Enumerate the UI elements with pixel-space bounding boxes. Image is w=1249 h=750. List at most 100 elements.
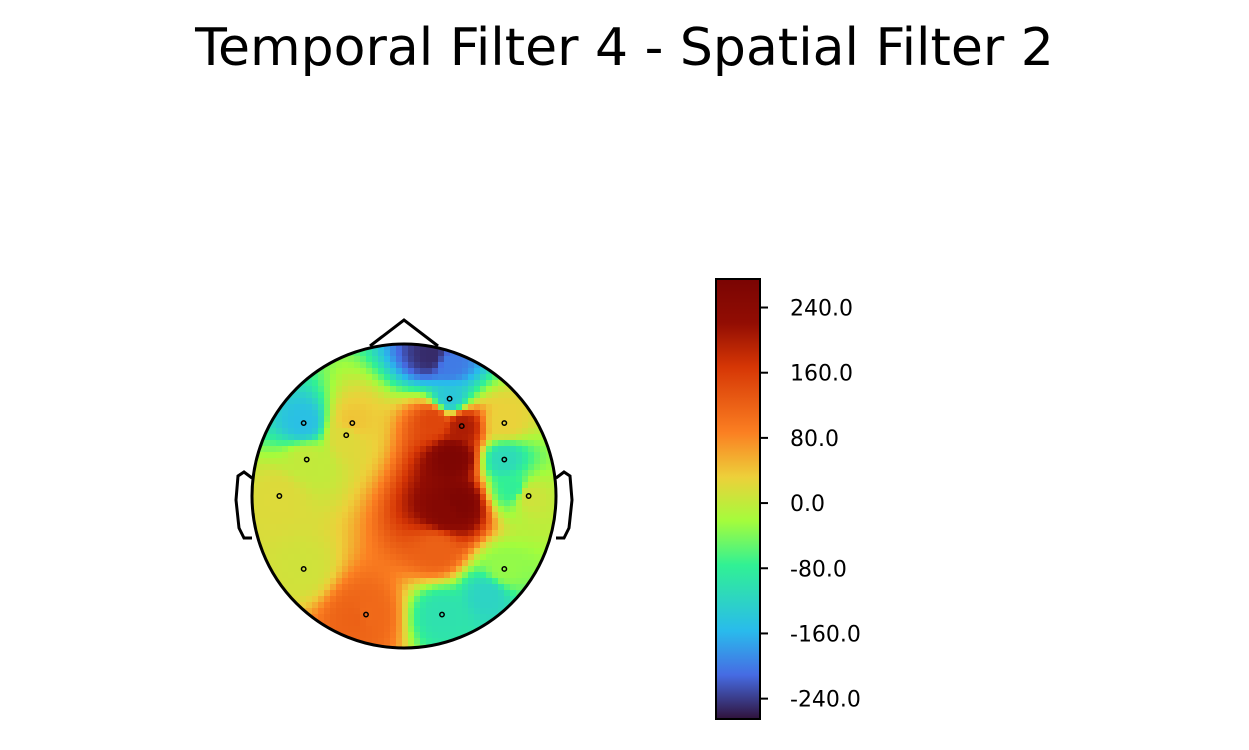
heatmap-cell xyxy=(450,560,457,567)
heatmap-cell xyxy=(402,518,409,525)
heatmap-cell xyxy=(450,512,457,519)
heatmap-cell xyxy=(420,500,427,507)
heatmap-cell xyxy=(522,566,529,573)
heatmap-cell xyxy=(510,608,517,615)
heatmap-cell xyxy=(480,398,487,405)
heatmap-cell xyxy=(408,554,415,561)
heatmap-cell xyxy=(384,566,391,573)
heatmap-cell xyxy=(384,380,391,387)
heatmap-cell xyxy=(360,590,367,597)
heatmap-cell xyxy=(450,416,457,423)
heatmap-cell xyxy=(468,602,475,609)
heatmap-cell xyxy=(282,536,289,543)
heatmap-cell xyxy=(360,440,367,447)
heatmap-cell xyxy=(444,422,451,429)
heatmap-cell xyxy=(276,482,283,489)
heatmap-cell xyxy=(288,440,295,447)
heatmap-cell xyxy=(510,482,517,489)
heatmap-cell xyxy=(330,566,337,573)
heatmap-cell xyxy=(306,458,313,465)
heatmap-cell xyxy=(336,554,343,561)
heatmap-cell xyxy=(354,590,361,597)
heatmap-cell xyxy=(360,380,367,387)
heatmap-cell xyxy=(264,440,271,447)
heatmap-cell xyxy=(396,638,403,645)
heatmap-cell xyxy=(432,536,439,543)
heatmap-cell xyxy=(348,470,355,477)
heatmap-cell xyxy=(408,596,415,603)
heatmap-cell xyxy=(480,518,487,525)
heatmap-cell xyxy=(318,410,325,417)
heatmap-cell xyxy=(348,584,355,591)
heatmap-cell xyxy=(366,632,373,639)
heatmap-cell xyxy=(366,476,373,483)
heatmap-cell xyxy=(318,464,325,471)
heatmap-cell xyxy=(408,584,415,591)
heatmap-cell xyxy=(336,530,343,537)
heatmap-cell xyxy=(264,458,271,465)
heatmap-cell xyxy=(438,500,445,507)
heatmap-cell xyxy=(390,494,397,501)
heatmap-cell xyxy=(270,536,277,543)
heatmap-cell xyxy=(306,530,313,537)
heatmap-cell xyxy=(480,470,487,477)
heatmap-cell xyxy=(282,488,289,495)
heatmap-cell xyxy=(348,596,355,603)
heatmap-cell xyxy=(504,614,511,621)
heatmap-cell xyxy=(282,554,289,561)
heatmap-cell xyxy=(468,530,475,537)
heatmap-cell xyxy=(342,602,349,609)
heatmap-cell xyxy=(384,488,391,495)
heatmap-cell xyxy=(510,524,517,531)
heatmap-cell xyxy=(462,488,469,495)
heatmap-cell xyxy=(342,362,349,369)
heatmap-cell xyxy=(444,596,451,603)
heatmap-cell xyxy=(414,560,421,567)
heatmap-cell xyxy=(408,488,415,495)
heatmap-cell xyxy=(546,560,553,567)
heatmap-cell xyxy=(294,434,301,441)
heatmap-cell xyxy=(354,380,361,387)
heatmap-cell xyxy=(366,536,373,543)
heatmap-cell xyxy=(264,578,271,585)
heatmap-cell xyxy=(528,512,535,519)
heatmap-cell xyxy=(372,548,379,555)
heatmap-cell xyxy=(384,416,391,423)
heatmap-cell xyxy=(432,614,439,621)
heatmap-cell xyxy=(306,422,313,429)
heatmap-cell xyxy=(270,476,277,483)
heatmap-cell xyxy=(510,446,517,453)
heatmap-cell xyxy=(282,512,289,519)
heatmap-cell xyxy=(384,530,391,537)
heatmap-cell xyxy=(444,452,451,459)
heatmap-cell xyxy=(330,380,337,387)
heatmap-cell xyxy=(474,458,481,465)
heatmap-cell xyxy=(396,470,403,477)
heatmap-cell xyxy=(312,512,319,519)
heatmap-cell xyxy=(414,434,421,441)
heatmap-cell xyxy=(264,488,271,495)
heatmap-cell xyxy=(450,518,457,525)
heatmap-cell xyxy=(552,554,556,561)
heatmap-cell xyxy=(534,434,541,441)
heatmap-cell xyxy=(498,482,505,489)
heatmap-cell xyxy=(336,362,343,369)
heatmap-cell xyxy=(486,584,493,591)
heatmap-cell xyxy=(504,422,511,429)
heatmap-cell xyxy=(414,374,421,381)
heatmap-cell xyxy=(336,476,343,483)
heatmap-cell xyxy=(498,464,505,471)
heatmap-cell xyxy=(402,380,409,387)
heatmap-cell xyxy=(300,482,307,489)
heatmap-cell xyxy=(414,356,421,363)
heatmap-cell xyxy=(378,536,385,543)
heatmap-cell xyxy=(492,566,499,573)
heatmap-cell xyxy=(426,380,433,387)
heatmap-cell xyxy=(438,536,445,543)
heatmap-cell xyxy=(360,374,367,381)
heatmap-cell xyxy=(432,530,439,537)
heatmap-cell xyxy=(486,494,493,501)
heatmap-cell xyxy=(306,554,313,561)
heatmap-cell xyxy=(426,458,433,465)
heatmap-cell xyxy=(510,392,517,399)
